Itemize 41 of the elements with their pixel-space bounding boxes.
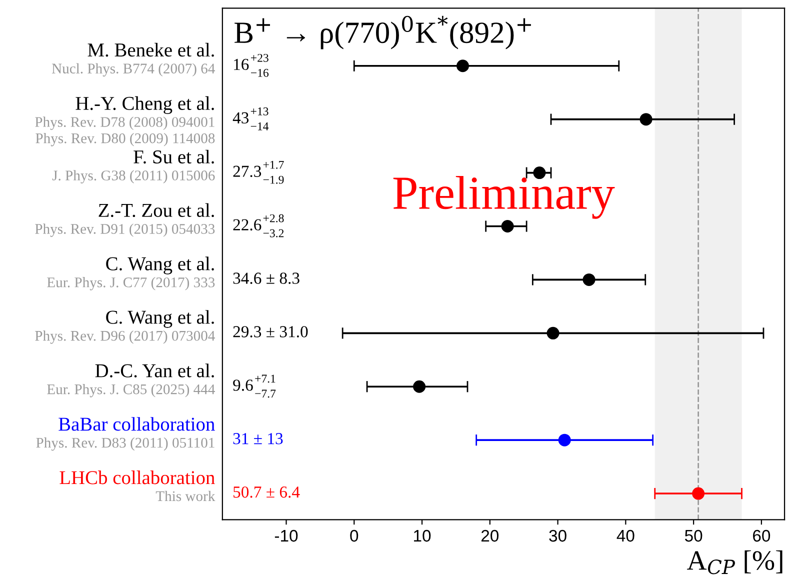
x-tick-label: 20 [481, 530, 499, 542]
annotation: Preliminary [393, 176, 615, 219]
chart-title: B$^{+}$ → ρ(770)$^{0}$K$^{*}$(892)$^{+}$ [234, 16, 531, 50]
text: Nucl. Phys. B774 (2007) 64 [52, 63, 215, 76]
x-tick-label: 40 [616, 530, 634, 542]
point [692, 487, 705, 500]
point [546, 326, 560, 340]
text: This work [156, 490, 216, 502]
y-tick-label: C. Wang et al. [106, 256, 214, 274]
annotation: 29.3 ± 31.0 [233, 326, 308, 338]
y-tick-label: M. Beneke et al. [88, 42, 214, 57]
x-tick-label: 50 [684, 530, 702, 542]
text: J. Phys. G38 (2011) 015006 [52, 170, 215, 184]
x-tick-label: -10 [274, 530, 298, 542]
annotation: 31 ± 13 [233, 433, 283, 444]
y-tick-label: H.-Y. Cheng et al. [76, 96, 214, 114]
point [456, 60, 469, 72]
y-tick-label: D.-C. Yan et al. [95, 364, 214, 378]
y-tick-label: C. Wang et al. [106, 310, 214, 328]
y-tick-label: BaBar collaboration [58, 417, 215, 431]
x-tick-label: 60 [753, 530, 770, 542]
point [413, 380, 426, 393]
point [640, 113, 652, 126]
y-tick-label: LHCb collaboration [60, 470, 215, 484]
text: Phys. Rev. D83 (2011) 051101 [36, 437, 214, 451]
point [558, 434, 571, 446]
text: Phys. Rev. D91 (2015) 054033 [35, 224, 215, 237]
point [501, 220, 514, 232]
text: Phys. Rev. D96 (2017) 073004 [35, 330, 215, 344]
annotation: 34.6 ± 8.3 [233, 272, 300, 284]
y-tick-label: Z.-T. Zou et al. [98, 203, 214, 218]
text: Eur. Phys. J. C77 (2017) 333 [47, 277, 215, 290]
x-tick-label: 30 [549, 530, 566, 542]
point [582, 273, 596, 286]
x-tick-label: 10 [414, 530, 431, 542]
text: Phys. Rev. D78 (2008) 094001 Phys. Rev. D80 (2009) 114008 [35, 116, 215, 146]
text: Eur. Phys. J. C85 (2025) 444 [47, 384, 215, 398]
x-tick-label: 0 [350, 530, 358, 542]
x-axis-title: A$_{CP}$ [%] [687, 550, 782, 574]
annotation: 50.7 ± 6.4 [234, 486, 300, 498]
y-tick-label: F. Su et al. [134, 150, 214, 164]
